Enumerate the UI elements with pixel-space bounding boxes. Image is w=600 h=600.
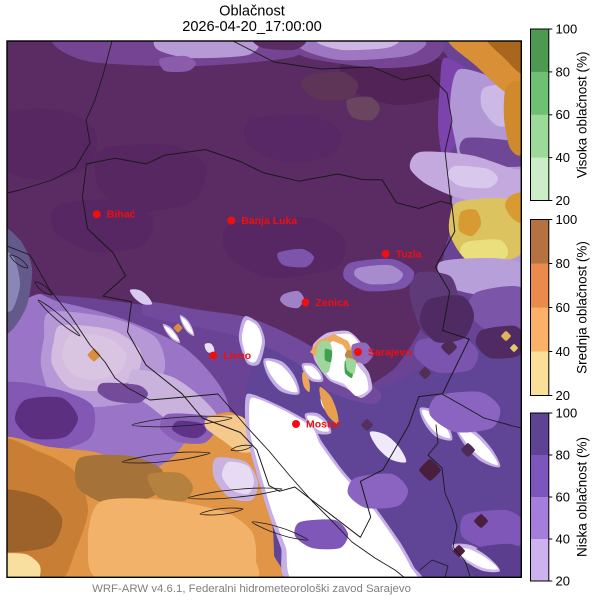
svg-text:80: 80 (556, 448, 570, 463)
svg-text:20: 20 (556, 388, 570, 403)
svg-text:Bihać: Bihać (107, 209, 136, 221)
svg-text:20: 20 (556, 193, 570, 208)
svg-text:60: 60 (556, 300, 570, 315)
svg-text:WRF-ARW v4.6.1, Federalni hidr: WRF-ARW v4.6.1, Federalni hidrometeorolo… (92, 583, 411, 595)
svg-text:Tuzla: Tuzla (396, 248, 422, 260)
svg-text:Livno: Livno (223, 350, 251, 362)
svg-text:60: 60 (556, 490, 570, 505)
svg-text:Srednja oblačnost (%): Srednja oblačnost (%) (575, 241, 590, 374)
svg-text:Niska oblačnost (%): Niska oblačnost (%) (575, 437, 590, 557)
svg-text:Banja Luka: Banja Luka (241, 215, 297, 227)
svg-text:20: 20 (556, 574, 570, 589)
svg-text:40: 40 (556, 150, 570, 165)
svg-text:2026-04-20_17:00:00: 2026-04-20_17:00:00 (182, 19, 322, 35)
svg-text:Visoka oblačnost (%): Visoka oblačnost (%) (575, 52, 590, 179)
svg-text:Mostar: Mostar (306, 419, 340, 431)
svg-text:Sarajevo: Sarajevo (368, 347, 412, 359)
svg-text:80: 80 (556, 64, 570, 79)
svg-text:40: 40 (556, 344, 570, 359)
svg-text:Zenica: Zenica (316, 297, 349, 309)
svg-text:80: 80 (556, 256, 570, 271)
svg-text:100: 100 (556, 406, 578, 421)
svg-text:100: 100 (556, 22, 578, 37)
svg-text:Oblačnost: Oblačnost (219, 4, 285, 20)
svg-text:100: 100 (556, 212, 578, 227)
svg-text:60: 60 (556, 107, 570, 122)
svg-text:40: 40 (556, 532, 570, 547)
